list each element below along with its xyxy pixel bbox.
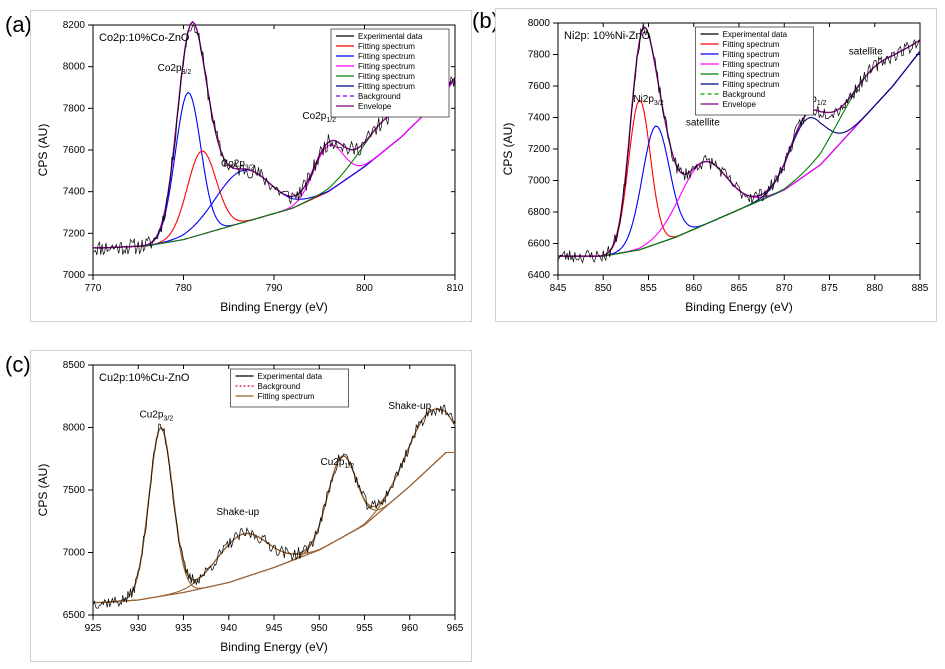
svg-text:7000: 7000 [528,176,551,187]
svg-text:7400: 7400 [63,187,86,198]
svg-text:7000: 7000 [63,270,86,281]
chart-b-svg: 845 850 855 860 865 870 875 880 885 6400 6600 6800 7… [496,9,936,321]
svg-text:7400: 7400 [528,113,551,124]
svg-text:Fitting spectrum: Fitting spectrum [723,40,780,49]
svg-text:955: 955 [356,623,373,634]
svg-text:950: 950 [311,623,328,634]
svg-text:Background: Background [723,90,766,99]
svg-text:Shake-up: Shake-up [216,507,259,518]
svg-text:Ni2p: 10%Ni-ZnO: Ni2p: 10%Ni-ZnO [564,30,651,42]
panel-label-c: (c) [5,352,31,378]
svg-text:Fitting spectrum: Fitting spectrum [723,50,780,59]
svg-text:885: 885 [912,283,929,294]
svg-text:7600: 7600 [63,145,86,156]
svg-text:960: 960 [401,623,418,634]
svg-text:Experimental data: Experimental data [258,372,323,381]
chart-b: 845 850 855 860 865 870 875 880 885 6400 6600 6800 7… [496,9,936,321]
svg-text:Envelope: Envelope [723,100,757,109]
svg-text:875: 875 [821,283,838,294]
svg-text:Cu2p:10%Cu-ZnO: Cu2p:10%Cu-ZnO [99,372,190,384]
svg-text:870: 870 [776,283,793,294]
chart-a-svg: 770 780 790 800 810 7000 7200 7400 7600 7800 8000 8… [31,11,471,321]
svg-text:8000: 8000 [63,62,86,73]
svg-text:8500: 8500 [63,360,86,371]
svg-text:860: 860 [685,283,702,294]
svg-text:865: 865 [731,283,748,294]
panel-label-a: (a) [5,12,32,38]
svg-text:Co2p:10%Co-ZnO: Co2p:10%Co-ZnO [99,32,190,44]
svg-text:8200: 8200 [63,20,86,31]
svg-text:satellite: satellite [849,47,883,58]
svg-text:880: 880 [866,283,883,294]
svg-text:satellite: satellite [686,117,720,128]
svg-text:810: 810 [447,283,464,294]
chart-c: 925 930 935 940 945 950 955 960 965 6500 7000 7500 8… [31,351,471,661]
svg-text:945: 945 [266,623,283,634]
svg-text:7000: 7000 [63,548,86,559]
svg-text:Background: Background [358,92,401,101]
panel-a: 770 780 790 800 810 7000 7200 7400 7600 7800 8000 8… [30,10,472,322]
svg-text:CPS (AU): CPS (AU) [36,464,50,517]
chart-c-svg: 925 930 935 940 945 950 955 960 965 6500 7000 7500 8… [31,351,471,661]
svg-text:6500: 6500 [63,610,86,621]
svg-text:855: 855 [640,283,657,294]
svg-text:790: 790 [266,283,283,294]
svg-text:Experimental data: Experimental data [358,32,423,41]
chart-a: 770 780 790 800 810 7000 7200 7400 7600 7800 8000 8… [31,11,471,321]
svg-text:Fitting spectrum: Fitting spectrum [723,80,780,89]
svg-text:Background: Background [258,382,301,391]
svg-text:8000: 8000 [528,18,551,29]
svg-text:Fitting spectrum: Fitting spectrum [723,60,780,69]
svg-text:845: 845 [550,283,567,294]
svg-text:6800: 6800 [528,207,551,218]
svg-text:Binding Energy (eV): Binding Energy (eV) [220,300,327,314]
svg-text:6400: 6400 [528,270,551,281]
svg-text:CPS (AU): CPS (AU) [36,124,50,177]
svg-text:Binding Energy (eV): Binding Energy (eV) [220,640,327,654]
svg-text:925: 925 [85,623,102,634]
svg-text:7500: 7500 [63,485,86,496]
svg-text:Shake-up: Shake-up [388,401,431,412]
panel-b: 845 850 855 860 865 870 875 880 885 6400 6600 6800 7… [495,8,937,322]
svg-text:Fitting spectrum: Fitting spectrum [358,62,415,71]
svg-text:Experimental data: Experimental data [723,30,788,39]
svg-text:770: 770 [85,283,102,294]
panel-c: 925 930 935 940 945 950 955 960 965 6500 7000 7500 8… [30,350,472,662]
svg-text:7800: 7800 [528,50,551,61]
svg-text:850: 850 [595,283,612,294]
svg-text:Fitting spectrum: Fitting spectrum [358,72,415,81]
svg-text:Fitting spectrum: Fitting spectrum [358,52,415,61]
svg-text:Fitting spectrum: Fitting spectrum [258,392,315,401]
svg-text:8000: 8000 [63,423,86,434]
svg-text:935: 935 [175,623,192,634]
svg-text:Binding Energy (eV): Binding Energy (eV) [685,300,792,314]
svg-text:Envelope: Envelope [358,102,392,111]
svg-text:Fitting spectrum: Fitting spectrum [358,42,415,51]
svg-text:940: 940 [220,623,237,634]
svg-text:965: 965 [447,623,464,634]
svg-text:800: 800 [356,283,373,294]
svg-text:6600: 6600 [528,239,551,250]
svg-text:Fitting spectrum: Fitting spectrum [358,82,415,91]
svg-text:CPS (AU): CPS (AU) [501,123,515,176]
svg-text:7200: 7200 [63,228,86,239]
svg-text:Fitting spectrum: Fitting spectrum [723,70,780,79]
svg-text:7600: 7600 [528,81,551,92]
svg-text:7800: 7800 [63,103,86,114]
svg-text:7200: 7200 [528,144,551,155]
svg-text:780: 780 [175,283,192,294]
svg-text:930: 930 [130,623,147,634]
